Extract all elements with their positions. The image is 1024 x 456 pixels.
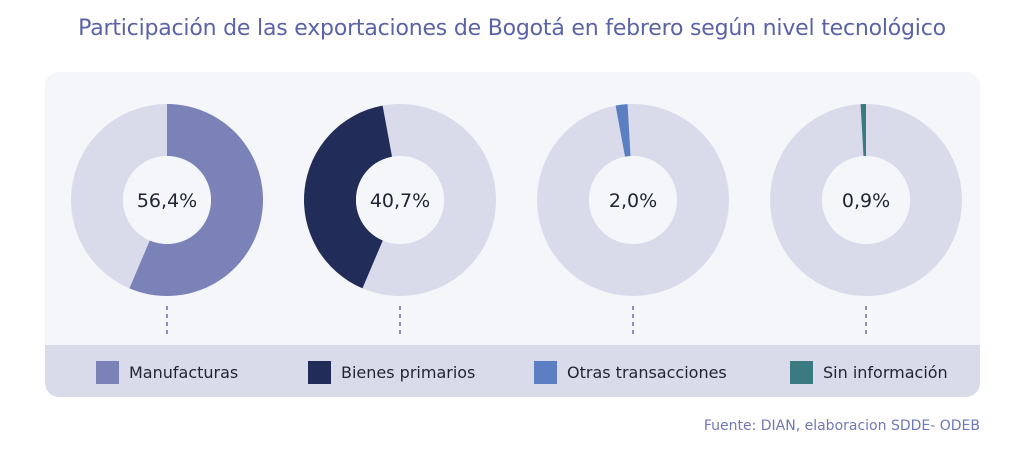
donut-hole	[356, 156, 444, 244]
legend-item-otras-transacciones: Otras transacciones	[534, 361, 727, 384]
legend-label: Otras transacciones	[567, 363, 727, 382]
legend-swatch	[96, 361, 119, 384]
legend: Manufacturas Bienes primarios Otras tran…	[45, 345, 980, 397]
data-label: 56,4%	[137, 190, 197, 212]
legend-swatch	[534, 361, 557, 384]
data-label: 2,0%	[609, 190, 657, 212]
donut-track	[537, 104, 729, 296]
data-label: 0,9%	[842, 190, 890, 212]
donut-slice	[129, 104, 263, 296]
donut-slice	[860, 104, 866, 157]
legend-label: Sin información	[823, 363, 948, 382]
legend-item-bienes-primarios: Bienes primarios	[308, 361, 475, 384]
donut-slice	[615, 104, 631, 157]
donut-hole	[123, 156, 211, 244]
legend-swatch	[790, 361, 813, 384]
legend-item-manufacturas: Manufacturas	[96, 361, 238, 384]
donut-charts: 56,4% 40,7% 2,0% 0,9%	[71, 104, 962, 334]
data-label: 40,7%	[370, 190, 430, 212]
donut-hole	[822, 156, 910, 244]
source-note: Fuente: DIAN, elaboracion SDDE- ODEB	[703, 418, 980, 434]
donut-slice	[304, 105, 393, 289]
legend-item-sin-informacion: Sin información	[790, 361, 948, 384]
legend-label: Manufacturas	[129, 363, 239, 382]
chart-title: Participación de las exportaciones de Bo…	[78, 16, 946, 41]
chart-panel: 56,4% 40,7% 2,0% 0,9% Manufacturas Bienes p…	[45, 72, 980, 397]
legend-label: Bienes primarios	[341, 363, 476, 382]
legend-swatch	[308, 361, 331, 384]
donut-hole	[589, 156, 677, 244]
